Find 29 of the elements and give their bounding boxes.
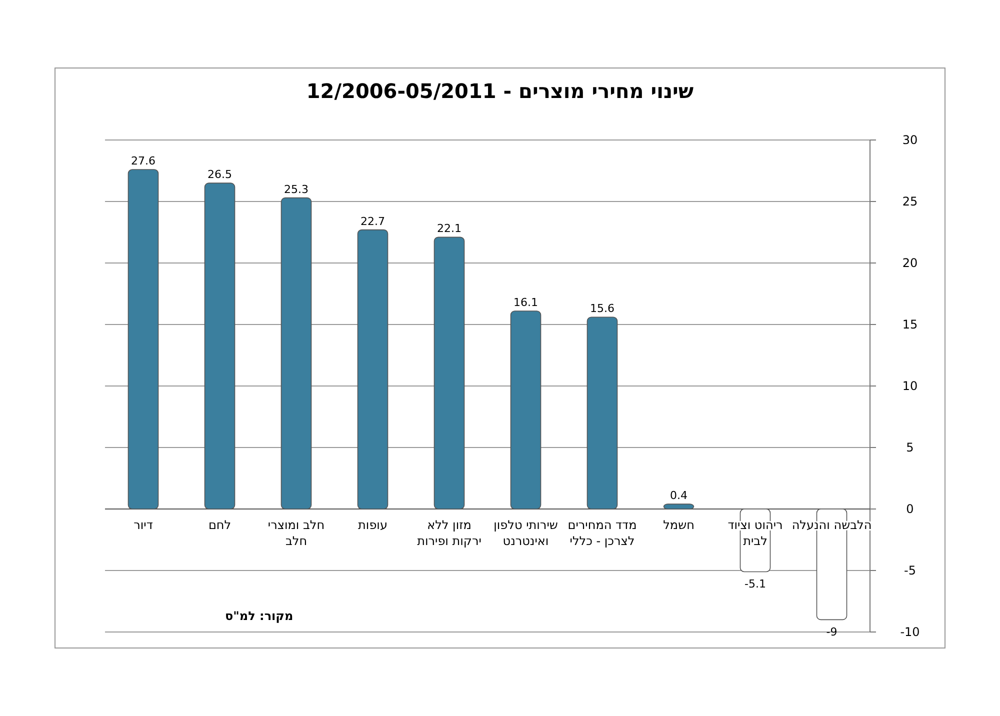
data-label: 27.6	[131, 154, 156, 168]
data-label: 26.5	[208, 168, 232, 182]
x-tick-label: דיור	[134, 518, 154, 532]
data-label: 15.6	[590, 302, 614, 316]
y-tick-label: 25	[902, 194, 918, 208]
data-label: 22.1	[437, 222, 462, 236]
y-tick-label: -5	[904, 564, 916, 578]
y-tick-label: 5	[906, 440, 914, 454]
data-label: 25.3	[284, 182, 308, 196]
data-label: 0.4	[670, 489, 688, 502]
data-label: 16.1	[514, 296, 538, 309]
y-tick-label: 15	[902, 318, 918, 332]
y-tick-label: 10	[902, 379, 918, 393]
x-tick-label: מזון ללא ירקות ופירות	[417, 518, 482, 548]
annotation: מקור: למ"ס	[225, 609, 294, 623]
chart-title: שינוי מחירי מוצרים - 12/2006-05/2011	[306, 79, 694, 103]
y-tick-label: 30	[902, 133, 918, 147]
y-tick-label: 20	[902, 256, 918, 270]
y-tick-label: 0	[906, 502, 914, 516]
x-tick-label: לחם	[208, 518, 232, 532]
data-label: -9	[826, 626, 838, 639]
y-tick-label: -10	[900, 625, 920, 639]
x-tick-label: חשמל	[663, 518, 694, 532]
x-tick-label: מדד המחירים לצרכן - כללי	[568, 518, 637, 548]
x-tick-label: עופות	[358, 518, 388, 532]
data-label: 22.7	[360, 214, 385, 228]
x-tick-label: שירותי טלפון ואינטרנט	[494, 518, 558, 548]
data-label: -5.1	[744, 578, 766, 591]
x-tick-label: חלב ומוצרי חלב	[268, 518, 325, 548]
